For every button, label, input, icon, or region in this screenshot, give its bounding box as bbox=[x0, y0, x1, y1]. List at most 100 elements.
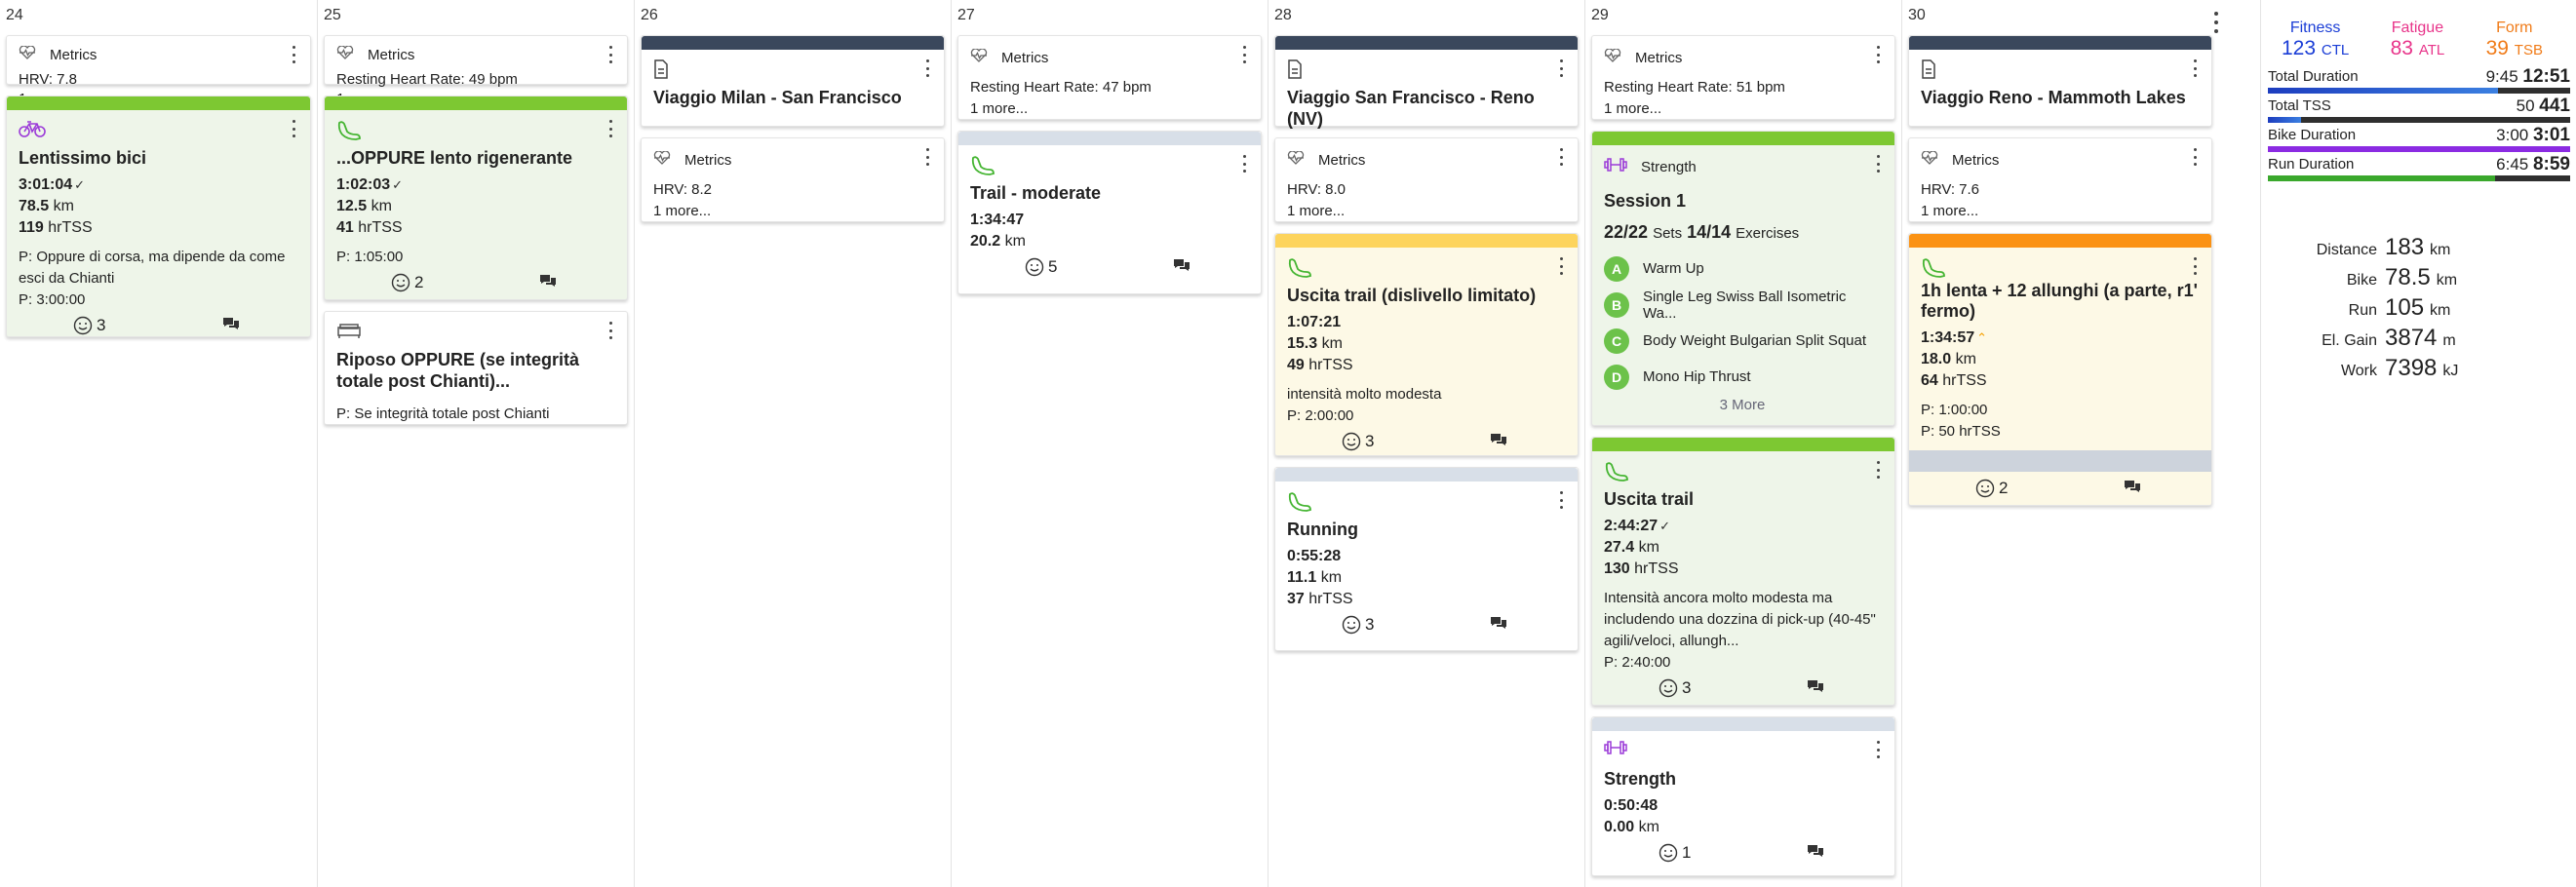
metrics-row: Metrics bbox=[1604, 46, 1881, 69]
note-card[interactable]: Viaggio San Francisco - Reno (NV) bbox=[1274, 35, 1579, 129]
workout-status-bar bbox=[1275, 468, 1578, 482]
workout-card-trail[interactable]: Uscita trail (dislivello limitato) 1:07:… bbox=[1274, 233, 1579, 456]
workout-card-running[interactable]: Running 0:55:28 11.1 km 37 hrTSS 3 bbox=[1274, 467, 1579, 651]
workout-title: 1h lenta + 12 allunghi (a parte, r1' fer… bbox=[1921, 281, 2198, 321]
comment-icon[interactable] bbox=[1490, 432, 1507, 451]
feel-rating[interactable]: 1 bbox=[1659, 843, 1691, 863]
exercise-badge: C bbox=[1604, 328, 1629, 354]
workout-tss: 49 hrTSS bbox=[1287, 357, 1353, 373]
form-stat[interactable]: Form 39 TSB bbox=[2486, 19, 2543, 60]
card-menu-button[interactable] bbox=[2192, 59, 2198, 77]
day-column-27: 27 Metrics Resting Heart Rate: 47 bpm 1 … bbox=[951, 0, 1268, 887]
feel-rating[interactable]: 2 bbox=[1975, 479, 2008, 498]
workout-status-bar bbox=[325, 96, 627, 110]
workout-card-run[interactable]: 1h lenta + 12 allunghi (a parte, r1' fer… bbox=[1908, 233, 2212, 506]
workout-card-trail[interactable]: Uscita trail 2:44:27 ✓ 27.4 km 130 hrTSS … bbox=[1591, 437, 1895, 706]
metrics-card[interactable]: Metrics HRV: 8.2 1 more... bbox=[641, 137, 945, 222]
feel-rating[interactable]: 3 bbox=[1342, 432, 1374, 451]
metrics-card[interactable]: Metrics Resting Heart Rate: 47 bpm 1 mor… bbox=[957, 35, 1262, 120]
workout-card-run[interactable]: Trail - moderate 1:34:47 20.2 km 5 bbox=[957, 131, 1262, 294]
exercise-row[interactable]: B Single Leg Swiss Ball Isometric Wa... bbox=[1604, 287, 1881, 323]
card-menu-button[interactable] bbox=[1875, 741, 1881, 758]
form-label: Form bbox=[2496, 19, 2533, 36]
planned-note: intensità molto modesta bbox=[1287, 386, 1442, 403]
workout-card-bike[interactable]: Lentissimo bici 3:01:04 ✓ 78.5 km 119 hrT… bbox=[6, 96, 311, 337]
feel-rating[interactable]: 2 bbox=[391, 273, 423, 292]
card-menu-button[interactable] bbox=[1241, 46, 1247, 63]
metrics-more-link[interactable]: 1 more... bbox=[1604, 100, 1662, 117]
day-column-24: 24 Metrics HRV: 7.8 1 more... Lentissimo… bbox=[0, 0, 317, 887]
card-menu-button[interactable] bbox=[607, 322, 613, 339]
metrics-card[interactable]: Metrics Resting Heart Rate: 49 bpm 1 mor… bbox=[324, 35, 628, 107]
metrics-card[interactable]: Metrics Resting Heart Rate: 51 bpm 1 mor… bbox=[1591, 35, 1895, 120]
card-menu-button[interactable] bbox=[1875, 155, 1881, 173]
metrics-card[interactable]: Metrics HRV: 7.8 1 more... bbox=[6, 35, 311, 107]
feel-rating[interactable]: 5 bbox=[1025, 257, 1057, 277]
card-menu-button[interactable] bbox=[924, 59, 930, 77]
total-value: 3874 bbox=[2385, 325, 2438, 351]
comment-icon[interactable] bbox=[1807, 843, 1824, 863]
fitness-value: 123 CTL bbox=[2282, 37, 2350, 59]
rest-card[interactable]: Riposo OPPURE (se integrità totale post … bbox=[324, 311, 628, 425]
metrics-card[interactable]: Metrics HRV: 7.6 1 more... bbox=[1908, 137, 2212, 222]
exercise-row[interactable]: D Mono Hip Thrust bbox=[1604, 359, 1881, 395]
summary-progress-bar bbox=[2268, 88, 2570, 94]
week-menu-button[interactable] bbox=[2213, 12, 2219, 33]
comment-icon[interactable] bbox=[2124, 479, 2141, 498]
planned-time: P: 2:00:00 bbox=[1287, 407, 1354, 424]
fatigue-stat[interactable]: Fatigue 83 ATL bbox=[2391, 19, 2445, 60]
feel-rating[interactable]: 3 bbox=[1659, 678, 1691, 698]
metrics-more-link[interactable]: 1 more... bbox=[653, 203, 712, 219]
metrics-more-link[interactable]: 1 more... bbox=[970, 100, 1029, 117]
strength-progress: 22/22 Sets 14/14 Exercises bbox=[1604, 222, 1800, 242]
comment-icon[interactable] bbox=[1490, 615, 1507, 635]
feel-rating[interactable]: 3 bbox=[1342, 615, 1374, 635]
strength-type-row: Strength bbox=[1604, 155, 1881, 178]
note-card[interactable]: Viaggio Reno - Mammoth Lakes bbox=[1908, 35, 2212, 127]
total-row: El. Gain 3874 m bbox=[2268, 325, 2570, 355]
metrics-label: Metrics bbox=[368, 46, 415, 63]
workout-title: Session 1 bbox=[1604, 191, 1687, 211]
comment-icon[interactable] bbox=[1173, 257, 1190, 277]
fitness-stat[interactable]: Fitness 123 CTL bbox=[2282, 19, 2349, 60]
metrics-more-link[interactable]: 1 more... bbox=[1921, 203, 1979, 219]
card-menu-button[interactable] bbox=[2192, 257, 2198, 275]
running-shoe-icon bbox=[336, 120, 613, 141]
exercise-row[interactable]: A Warm Up bbox=[1604, 251, 1881, 287]
card-menu-button[interactable] bbox=[1558, 491, 1564, 509]
note-card[interactable]: Viaggio Milan - San Francisco bbox=[641, 35, 945, 127]
workout-status-bar bbox=[958, 132, 1261, 145]
exercise-row[interactable]: C Body Weight Bulgarian Split Squat bbox=[1604, 323, 1881, 359]
card-menu-button[interactable] bbox=[1558, 148, 1564, 166]
card-menu-button[interactable] bbox=[1875, 461, 1881, 479]
card-menu-button[interactable] bbox=[924, 148, 930, 166]
card-menu-button[interactable] bbox=[291, 46, 296, 63]
workout-card-strength[interactable]: Strength 0:50:48 0.00 km 1 bbox=[1591, 716, 1895, 876]
workout-tss: 119 hrTSS bbox=[19, 219, 93, 236]
workout-card-run[interactable]: ...OPPURE lento rigenerante 1:02:03 ✓ 12.… bbox=[324, 96, 628, 300]
card-menu-button[interactable] bbox=[2192, 148, 2198, 166]
exercises-more-link[interactable]: 3 More bbox=[1719, 397, 1766, 413]
comment-icon[interactable] bbox=[539, 273, 557, 292]
card-menu-button[interactable] bbox=[1241, 155, 1247, 173]
summary-progress-fill bbox=[2268, 146, 2570, 152]
workout-status-bar bbox=[1275, 234, 1578, 248]
strength-session-card[interactable]: Strength Session 1 22/22 Sets 14/14 Exer… bbox=[1591, 131, 1895, 426]
card-menu-button[interactable] bbox=[607, 120, 613, 137]
feel-rating[interactable]: 3 bbox=[73, 316, 105, 335]
card-menu-button[interactable] bbox=[1558, 257, 1564, 275]
card-menu-button[interactable] bbox=[291, 120, 296, 137]
day-number: 30 bbox=[1908, 7, 1926, 23]
workout-status-bar bbox=[1592, 717, 1894, 731]
comment-icon[interactable] bbox=[1807, 678, 1824, 698]
card-menu-button[interactable] bbox=[1875, 46, 1881, 63]
card-menu-button[interactable] bbox=[607, 46, 613, 63]
comment-icon[interactable] bbox=[222, 316, 240, 335]
metrics-label: Metrics bbox=[50, 46, 98, 63]
metrics-card[interactable]: Metrics HRV: 8.0 1 more... bbox=[1274, 137, 1579, 222]
card-menu-button[interactable] bbox=[1558, 59, 1564, 77]
note-title: Viaggio San Francisco - Reno (NV) bbox=[1287, 88, 1535, 129]
total-unit: kJ bbox=[2442, 363, 2459, 379]
metrics-more-link[interactable]: 1 more... bbox=[1287, 203, 1346, 219]
total-row: Distance 183 km bbox=[2268, 234, 2570, 264]
